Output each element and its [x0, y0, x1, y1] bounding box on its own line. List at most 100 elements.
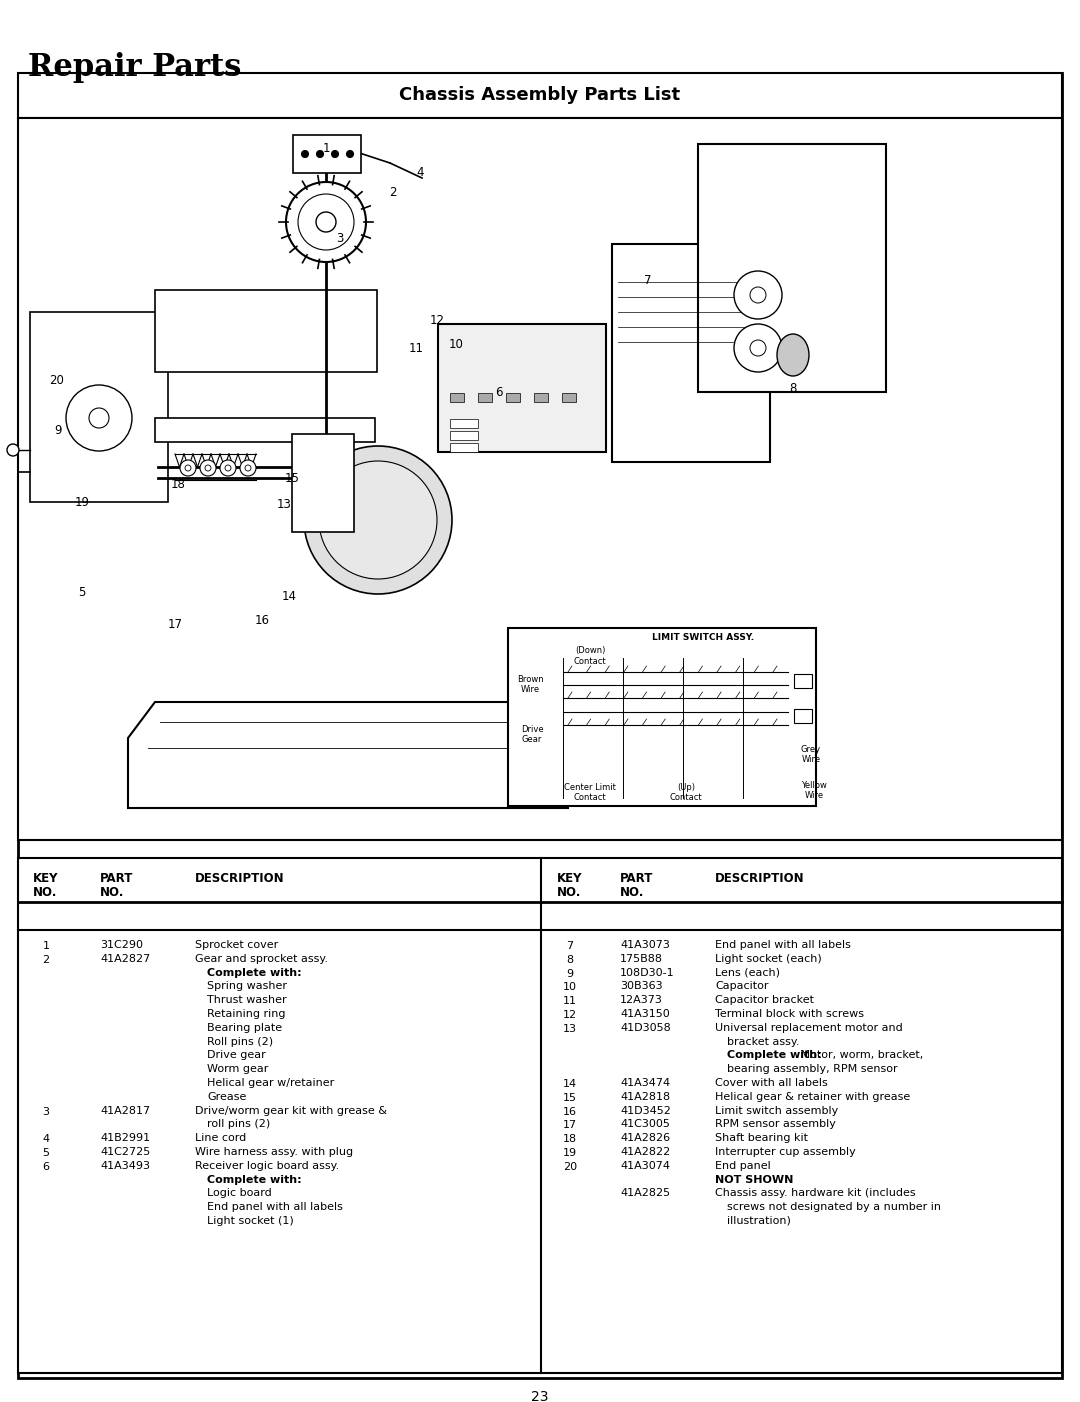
- Circle shape: [66, 386, 132, 451]
- Text: 17: 17: [167, 617, 183, 631]
- Bar: [508, 628, 816, 806]
- Text: 13: 13: [276, 499, 292, 512]
- Text: Complete with:: Complete with:: [727, 1050, 822, 1060]
- Ellipse shape: [319, 461, 437, 579]
- Text: Drive gear: Drive gear: [207, 1050, 266, 1060]
- Circle shape: [750, 341, 766, 356]
- Text: Shaft bearing kit: Shaft bearing kit: [715, 1133, 808, 1143]
- Text: NO.: NO.: [33, 886, 57, 899]
- Text: 175B88: 175B88: [620, 953, 663, 963]
- Text: Wire harness assy. with plug: Wire harness assy. with plug: [195, 1147, 353, 1157]
- Circle shape: [200, 460, 216, 477]
- Text: 108D30-1: 108D30-1: [620, 967, 675, 977]
- Text: End panel with all labels: End panel with all labels: [207, 1202, 342, 1213]
- Text: Terminal block with screws: Terminal block with screws: [715, 1009, 864, 1019]
- Text: (Down): (Down): [575, 645, 605, 655]
- Bar: [450, 430, 478, 440]
- Circle shape: [89, 408, 109, 428]
- Text: 41D3452: 41D3452: [620, 1106, 671, 1116]
- FancyBboxPatch shape: [292, 435, 354, 531]
- Text: Complete with:: Complete with:: [207, 967, 301, 977]
- Text: 23: 23: [531, 1389, 549, 1402]
- Text: 8: 8: [789, 381, 797, 394]
- Text: 41B2991: 41B2991: [100, 1133, 150, 1143]
- Text: 41A2825: 41A2825: [620, 1189, 670, 1199]
- Text: Yellow: Yellow: [801, 781, 827, 791]
- Text: 41A2818: 41A2818: [620, 1092, 670, 1102]
- Text: End panel with all labels: End panel with all labels: [715, 939, 851, 951]
- Circle shape: [205, 465, 211, 471]
- Text: Contact: Contact: [573, 794, 606, 802]
- Text: Chassis Assembly Parts List: Chassis Assembly Parts List: [400, 86, 680, 104]
- Text: bracket assy.: bracket assy.: [727, 1036, 799, 1047]
- Circle shape: [220, 460, 237, 477]
- Text: Lens (each): Lens (each): [715, 967, 780, 977]
- Text: Cover with all labels: Cover with all labels: [715, 1078, 827, 1088]
- Text: DESCRIPTION: DESCRIPTION: [715, 872, 805, 885]
- Text: (Up): (Up): [677, 784, 696, 792]
- Text: illustration): illustration): [727, 1216, 791, 1225]
- Text: 5: 5: [42, 1148, 50, 1158]
- Text: 9: 9: [54, 423, 62, 436]
- Text: Capacitor bracket: Capacitor bracket: [715, 995, 814, 1005]
- Text: Contact: Contact: [573, 656, 606, 666]
- Text: NOT SHOWN: NOT SHOWN: [715, 1175, 794, 1185]
- Text: Drive: Drive: [521, 725, 543, 735]
- FancyBboxPatch shape: [438, 324, 606, 451]
- Text: Helical gear w/retainer: Helical gear w/retainer: [207, 1078, 334, 1088]
- Text: Motor, worm, bracket,: Motor, worm, bracket,: [797, 1050, 923, 1060]
- FancyBboxPatch shape: [30, 313, 168, 502]
- Bar: [18, 858, 1062, 1373]
- Circle shape: [734, 324, 782, 372]
- Text: 41C2725: 41C2725: [100, 1147, 150, 1157]
- Text: 3: 3: [336, 231, 343, 244]
- Text: Helical gear & retainer with grease: Helical gear & retainer with grease: [715, 1092, 910, 1102]
- Circle shape: [185, 465, 191, 471]
- Text: 8: 8: [566, 955, 573, 965]
- Text: 41A3150: 41A3150: [620, 1009, 670, 1019]
- Text: Spring washer: Spring washer: [207, 981, 287, 991]
- Text: 2: 2: [389, 186, 396, 199]
- Text: 6: 6: [496, 386, 503, 398]
- Text: Limit switch assembly: Limit switch assembly: [715, 1106, 838, 1116]
- Bar: [450, 419, 478, 428]
- Bar: [534, 393, 548, 402]
- Bar: [18, 118, 1062, 840]
- Bar: [562, 393, 576, 402]
- Text: PART: PART: [100, 872, 133, 885]
- Text: 31C290: 31C290: [100, 939, 143, 951]
- Text: 10: 10: [448, 338, 463, 350]
- Text: 11: 11: [563, 997, 577, 1007]
- Text: 41D3058: 41D3058: [620, 1023, 671, 1033]
- Text: 19: 19: [563, 1148, 577, 1158]
- Text: Sprocket cover: Sprocket cover: [195, 939, 279, 951]
- FancyBboxPatch shape: [156, 290, 377, 372]
- Text: 7: 7: [645, 273, 651, 286]
- Text: 6: 6: [42, 1162, 50, 1172]
- Bar: [794, 709, 812, 723]
- Text: Light socket (each): Light socket (each): [715, 953, 822, 963]
- Text: 4: 4: [42, 1134, 50, 1144]
- Text: 41A3074: 41A3074: [620, 1161, 670, 1171]
- Ellipse shape: [303, 446, 453, 594]
- Text: Contact: Contact: [670, 794, 702, 802]
- Bar: [156, 418, 375, 442]
- Circle shape: [301, 150, 309, 157]
- Text: 41C3005: 41C3005: [620, 1119, 670, 1130]
- Text: 20: 20: [563, 1162, 577, 1172]
- Ellipse shape: [777, 334, 809, 376]
- Text: Retaining ring: Retaining ring: [207, 1009, 285, 1019]
- Text: 12A373: 12A373: [620, 995, 663, 1005]
- Bar: [450, 443, 478, 451]
- Text: 4: 4: [416, 167, 423, 179]
- Circle shape: [298, 193, 354, 250]
- Circle shape: [734, 271, 782, 320]
- Circle shape: [332, 150, 338, 157]
- Text: bearing assembly, RPM sensor: bearing assembly, RPM sensor: [727, 1064, 897, 1074]
- Text: NO.: NO.: [557, 886, 581, 899]
- Text: Light socket (1): Light socket (1): [207, 1216, 294, 1225]
- Text: Universal replacement motor and: Universal replacement motor and: [715, 1023, 903, 1033]
- Text: 15: 15: [284, 472, 299, 485]
- FancyBboxPatch shape: [698, 144, 886, 393]
- Text: Receiver logic board assy.: Receiver logic board assy.: [195, 1161, 339, 1171]
